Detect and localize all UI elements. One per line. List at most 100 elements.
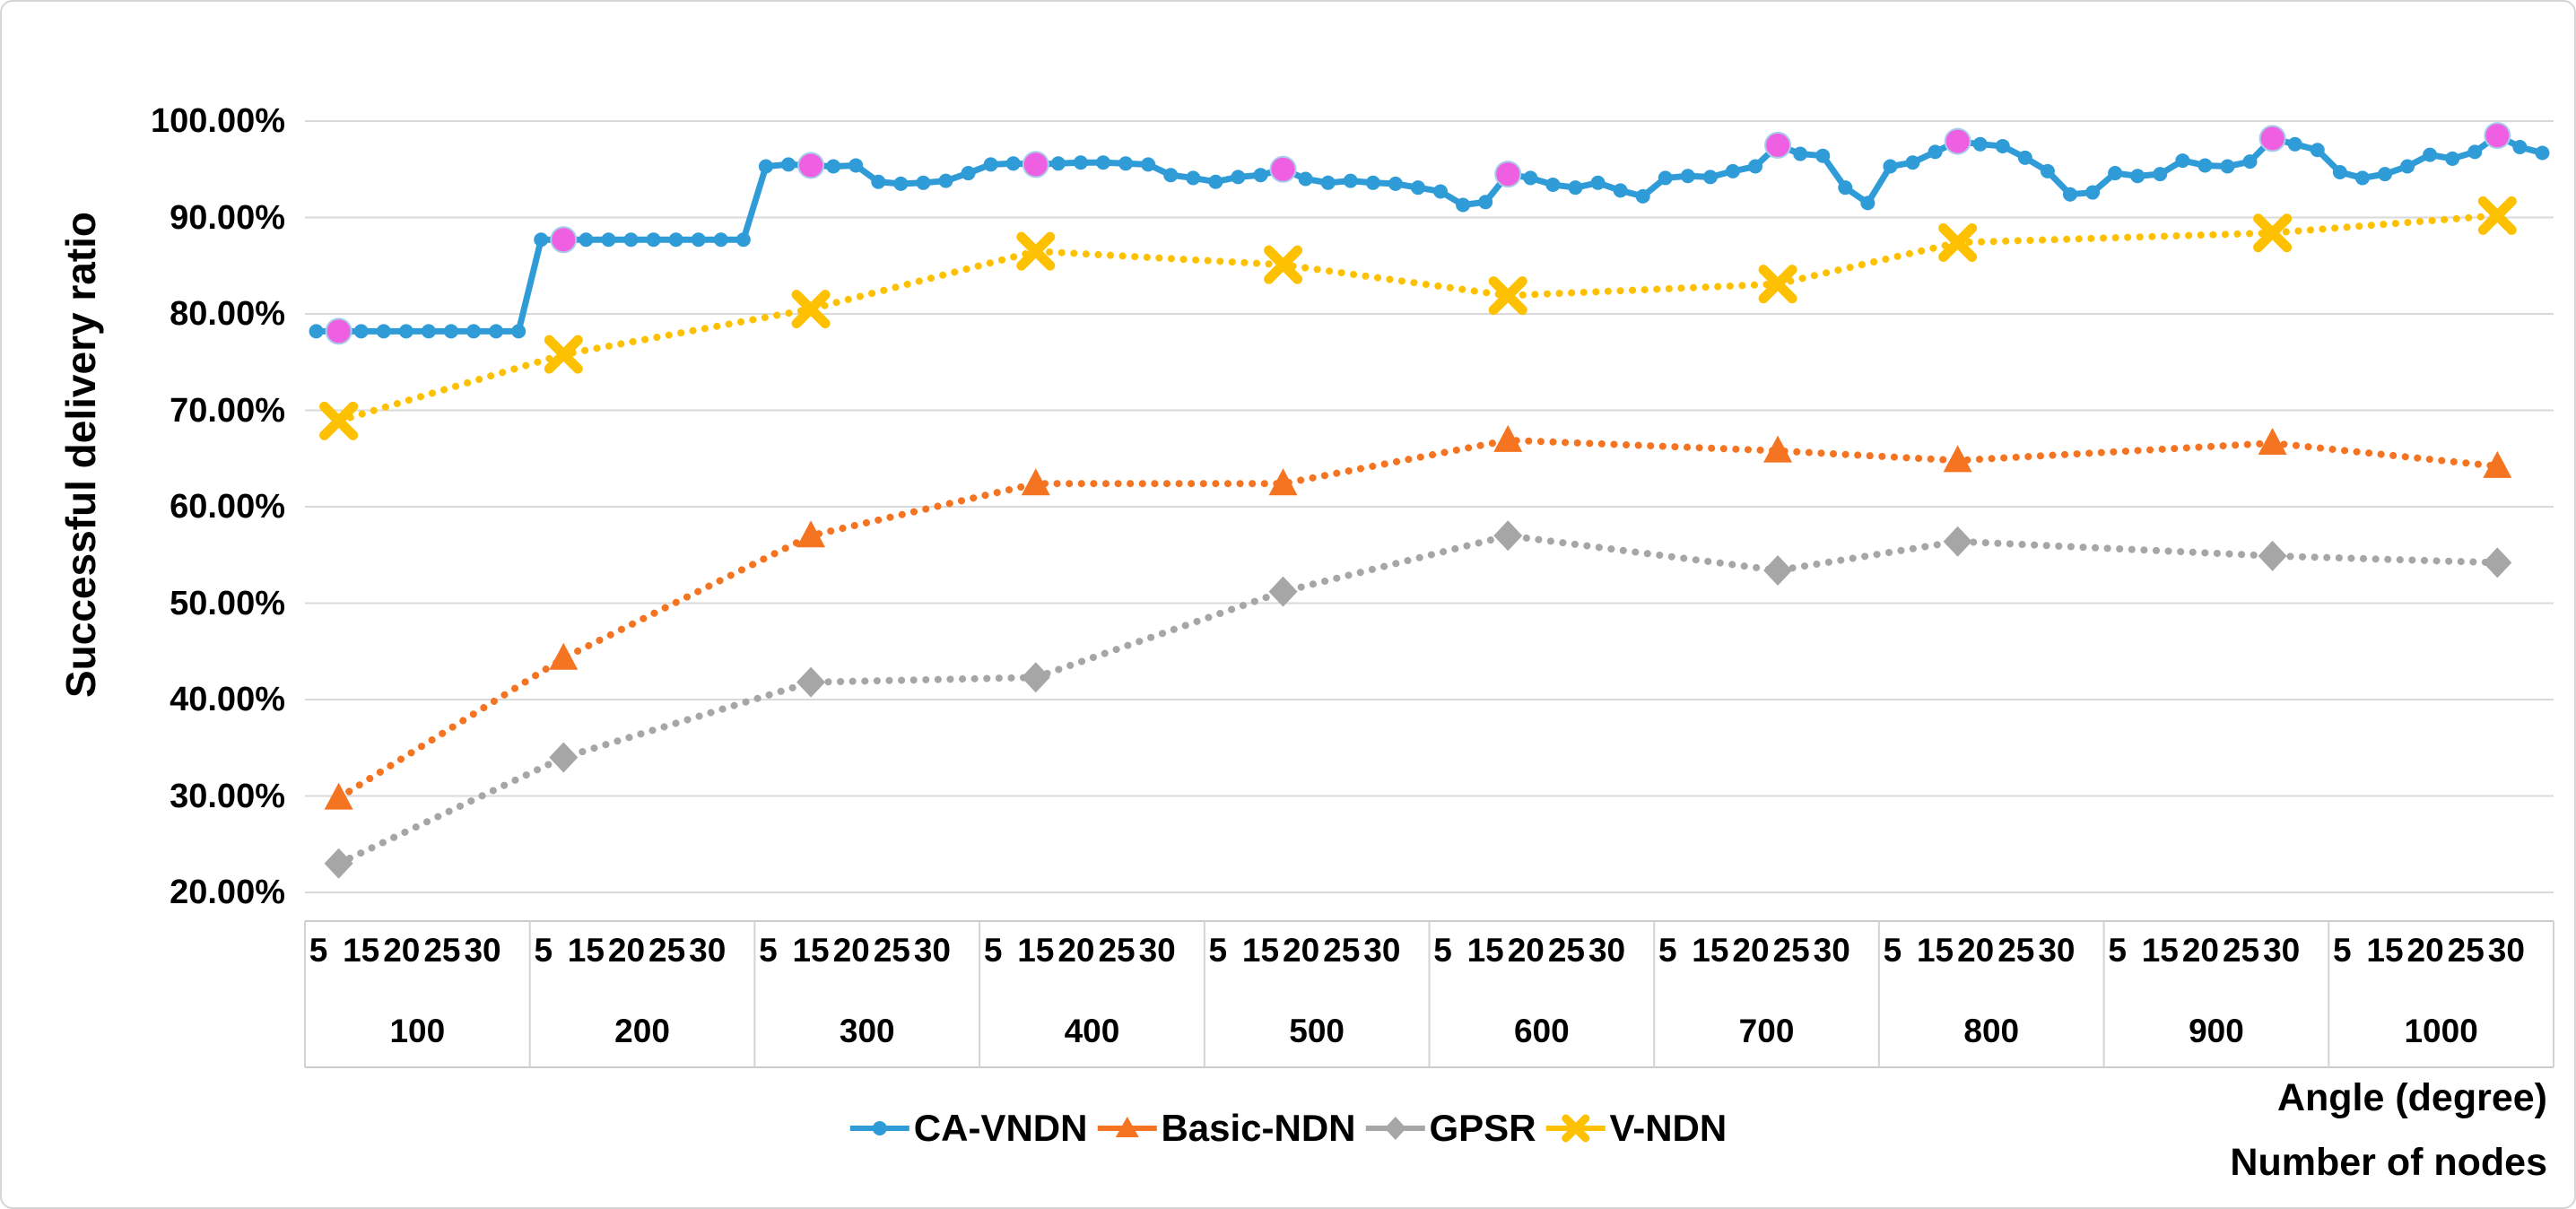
- group-max-highlight-marker: [1269, 155, 1297, 183]
- CA-VNDN-marker: [1658, 170, 1673, 186]
- angle-tick-label: 30: [464, 932, 501, 969]
- CA-VNDN-marker: [2175, 153, 2190, 169]
- V-NDN-line: [335, 212, 2502, 425]
- group-label-300: 300: [839, 1013, 895, 1049]
- CA-VNDN-marker: [1388, 176, 1403, 191]
- V-NDN-marker: [1488, 276, 1527, 316]
- angle-tick-label: 5: [534, 932, 553, 969]
- CA-VNDN-marker: [2400, 159, 2415, 174]
- group-max-highlight-marker: [1494, 161, 1522, 188]
- CA-VNDN-marker: [1883, 159, 1898, 174]
- CA-VNDN-marker: [1253, 168, 1268, 183]
- angle-tick-label: 5: [983, 932, 1003, 969]
- angle-tick-label: 15: [1017, 932, 1055, 969]
- CA-VNDN-marker: [938, 173, 953, 188]
- Basic-NDN-marker: [2258, 428, 2287, 456]
- angle-tick-label: 25: [873, 932, 910, 969]
- angle-tick-label: 5: [759, 932, 778, 969]
- Basic-NDN-line: [335, 436, 2502, 802]
- angle-tick-label: 25: [1323, 932, 1361, 969]
- CA-VNDN-marker: [1186, 170, 1201, 186]
- angle-tick-label: 20: [1732, 932, 1770, 969]
- angle-tick-label: 30: [913, 932, 952, 969]
- CA-VNDN-marker: [1410, 180, 1425, 196]
- basic-ndn-legend-marker-icon: [1097, 1117, 1157, 1137]
- CA-VNDN-marker: [2287, 136, 2302, 152]
- group-label-600: 600: [1513, 1013, 1570, 1049]
- x-axis-title-angle: Angle (degree): [2276, 1076, 2547, 1119]
- CA-VNDN-marker: [983, 157, 998, 172]
- angle-tick-label: 20: [1957, 932, 1995, 969]
- CA-VNDN-marker: [2512, 140, 2528, 155]
- V-NDN-marker: [1264, 245, 1303, 284]
- CA-VNDN-marker: [2467, 144, 2483, 160]
- CA-VNDN-marker: [2445, 151, 2460, 166]
- angle-tick-label: 30: [689, 932, 727, 969]
- group-max-highlight-marker: [1944, 127, 1971, 155]
- CA-VNDN-marker: [1613, 183, 1628, 198]
- CA-VNDN-marker: [2310, 143, 2325, 158]
- CA-VNDN-marker: [466, 324, 482, 339]
- angle-tick-label: 15: [2366, 932, 2404, 969]
- GPSR-marker: [1493, 520, 1523, 552]
- CA-VNDN-marker: [353, 324, 369, 339]
- angle-tick-label: 5: [1883, 932, 1902, 969]
- Basic-NDN-marker: [324, 782, 353, 810]
- y-tick-label: 20.00%: [170, 874, 285, 911]
- CA-VNDN-marker: [2220, 159, 2235, 174]
- Basic-NDN-marker: [549, 642, 579, 670]
- legend-label: Basic-NDN: [1161, 1107, 1356, 1149]
- group-max-highlight-marker: [325, 317, 352, 345]
- GPSR-marker: [324, 848, 353, 879]
- x-axis-title-nodes: Number of nodes: [2230, 1141, 2547, 1184]
- CA-VNDN-marker: [1928, 144, 1943, 160]
- angle-tick-label: 5: [2108, 932, 2127, 969]
- angle-tick-label: 25: [1098, 932, 1136, 969]
- CA-VNDN-marker: [376, 324, 391, 339]
- CA-VNDN-marker: [1838, 180, 1853, 196]
- group-max-highlight-marker: [2484, 122, 2511, 150]
- y-tick-label: 40.00%: [170, 681, 285, 718]
- CA-VNDN-marker: [691, 232, 706, 248]
- angle-tick-label: 15: [567, 932, 605, 969]
- CA-VNDN-marker: [1365, 175, 1380, 190]
- Basic-NDN-marker: [2483, 450, 2512, 478]
- Basic-NDN-marker: [1763, 435, 1793, 463]
- group-label-800: 800: [1963, 1013, 2020, 1049]
- CA-VNDN-marker: [1725, 163, 1740, 178]
- CA-VNDN-marker: [2354, 170, 2370, 186]
- CA-VNDN-marker: [781, 157, 796, 172]
- angle-tick-label: 25: [2447, 932, 2485, 969]
- gpsr-legend-marker-icon: [1365, 1117, 1425, 1140]
- y-tick-label: 60.00%: [170, 488, 285, 526]
- legend-item-v-ndn: V-NDN: [1545, 1103, 1727, 1153]
- legend-label: V-NDN: [1609, 1107, 1727, 1149]
- CA-VNDN-marker: [1635, 188, 1650, 204]
- CA-VNDN-marker: [1456, 197, 1471, 213]
- V-NDN-marker: [1758, 265, 1797, 304]
- angle-tick-label: 20: [832, 932, 870, 969]
- angle-tick-label: 25: [648, 932, 686, 969]
- CA-VNDN-marker: [1972, 136, 1988, 152]
- CA-VNDN-marker: [534, 232, 549, 248]
- Basic-NDN-marker: [1943, 445, 1972, 473]
- CA-VNDN-marker: [2423, 147, 2438, 162]
- GPSR-marker: [1268, 576, 1298, 607]
- GPSR-marker: [796, 666, 826, 698]
- angle-tick-label: 5: [2333, 932, 2352, 969]
- CA-VNDN-marker: [1231, 170, 1246, 185]
- angle-tick-label: 15: [792, 932, 830, 969]
- CA-VNDN-marker: [2062, 187, 2077, 202]
- GPSR-marker: [1763, 554, 1793, 586]
- y-tick-label: 90.00%: [170, 198, 285, 237]
- group-label-200: 200: [614, 1013, 670, 1049]
- CA-VNDN-marker: [1793, 146, 1808, 161]
- CA-VNDN-marker: [758, 159, 773, 174]
- angle-tick-label: 15: [2141, 932, 2179, 969]
- CA-VNDN-marker: [1568, 180, 1583, 196]
- y-tick-label: 50.00%: [170, 584, 285, 622]
- GPSR-marker: [2483, 547, 2512, 578]
- ca-vndn-legend-marker-icon: [849, 1121, 909, 1135]
